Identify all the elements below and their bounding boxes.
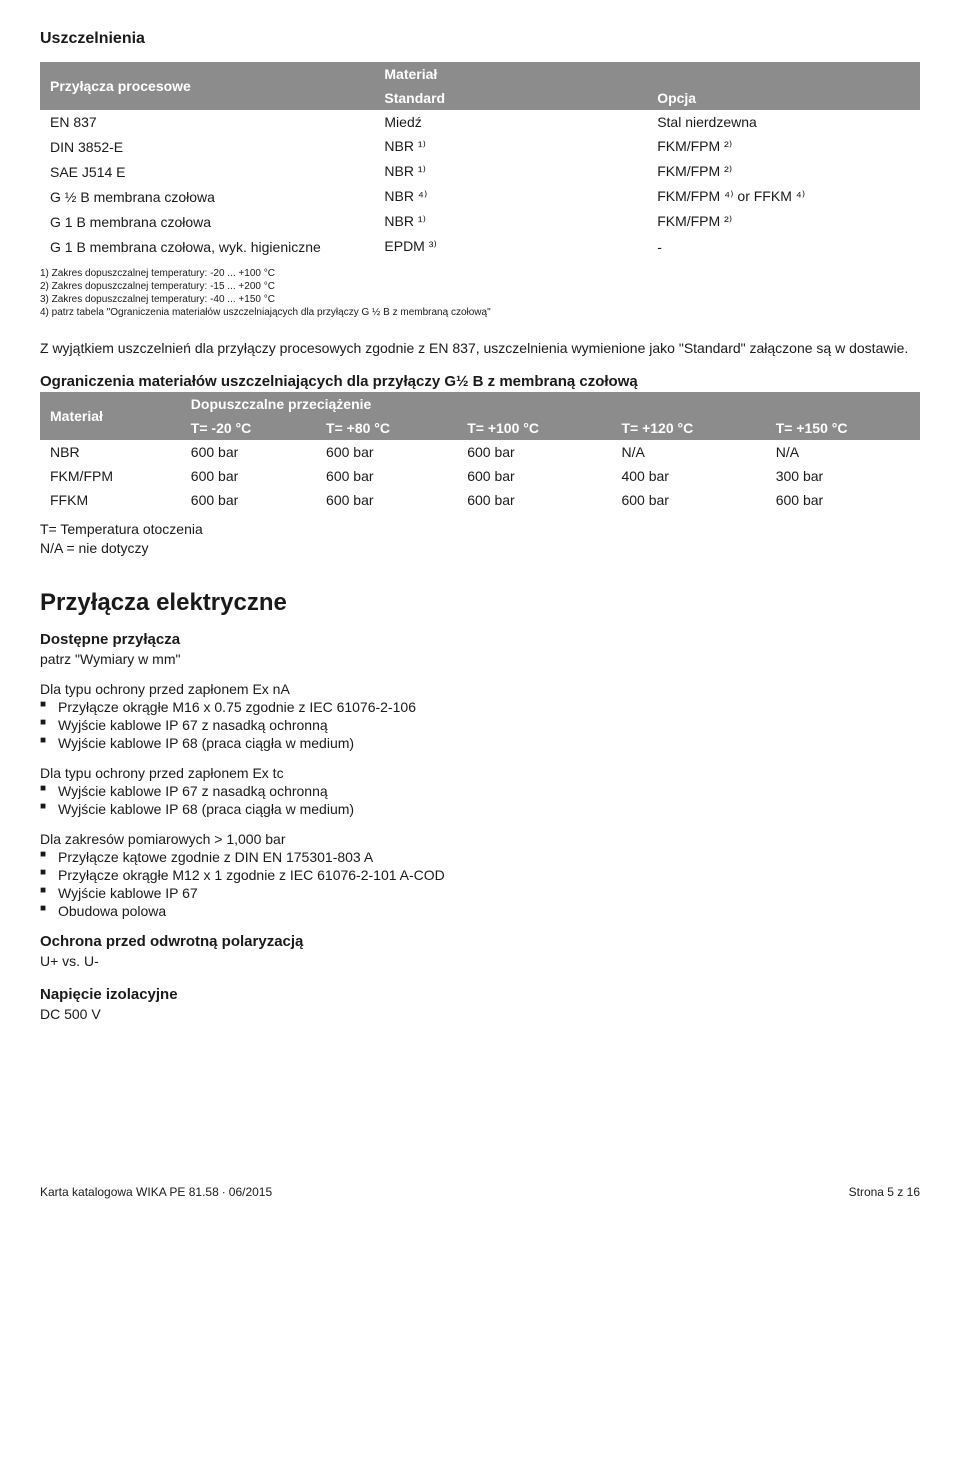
- list-item: Przyłącze kątowe zgodnie z DIN EN 175301…: [40, 849, 920, 865]
- footnote: 1) Zakres dopuszczalnej temperatury: -20…: [40, 267, 920, 280]
- legend-line: T= Temperatura otoczenia: [40, 520, 920, 540]
- cell: N/A: [766, 440, 920, 464]
- table-row: G 1 B membrana czołowaNBR ¹⁾FKM/FPM ²⁾: [40, 209, 920, 234]
- list-range: Przyłącze kątowe zgodnie z DIN EN 175301…: [40, 849, 920, 919]
- t2-col: T= +100 °C: [457, 416, 611, 440]
- footer-right: Strona 5 z 16: [849, 1185, 920, 1199]
- cell: NBR ⁴⁾: [374, 184, 647, 209]
- footer-left: Karta katalogowa WIKA PE 81.58 ∙ 06/2015: [40, 1185, 272, 1199]
- cell: 600 bar: [766, 488, 920, 512]
- cell: DIN 3852-E: [40, 134, 374, 159]
- list-item: Wyjście kablowe IP 67: [40, 885, 920, 901]
- cell: FKM/FPM ⁴⁾ or FFKM ⁴⁾: [647, 184, 920, 209]
- cell: FKM/FPM ²⁾: [647, 134, 920, 159]
- t1-h1: Przyłącza procesowe: [40, 62, 374, 110]
- cell: 600 bar: [316, 440, 457, 464]
- cell: 600 bar: [181, 440, 316, 464]
- list-item: Przyłącze okrągłe M16 x 0.75 zgodnie z I…: [40, 699, 920, 715]
- cell: G 1 B membrana czołowa: [40, 209, 374, 234]
- table-row: G 1 B membrana czołowa, wyk. higieniczne…: [40, 234, 920, 259]
- cell: FKM/FPM: [40, 464, 181, 488]
- table-row: FKM/FPM600 bar600 bar600 bar400 bar300 b…: [40, 464, 920, 488]
- cell: G ½ B membrana czołowa: [40, 184, 374, 209]
- group-label-extc: Dla typu ochrony przed zapłonem Ex tc: [40, 765, 920, 781]
- t1-sub1: Standard: [374, 86, 647, 110]
- limitations-table: Materiał Dopuszczalne przeciążenie T= -2…: [40, 392, 920, 512]
- list-item: Wyjście kablowe IP 67 z nasadką ochronną: [40, 717, 920, 733]
- cell: 600 bar: [457, 440, 611, 464]
- list-extc: Wyjście kablowe IP 67 z nasadką ochronną…: [40, 783, 920, 817]
- legend-line: N/A = nie dotyczy: [40, 539, 920, 559]
- cell: 300 bar: [766, 464, 920, 488]
- table-row: G ½ B membrana czołowaNBR ⁴⁾FKM/FPM ⁴⁾ o…: [40, 184, 920, 209]
- cell: NBR: [40, 440, 181, 464]
- table-row: DIN 3852-ENBR ¹⁾FKM/FPM ²⁾: [40, 134, 920, 159]
- cell: Stal nierdzewna: [647, 110, 920, 134]
- footnote: 2) Zakres dopuszczalnej temperatury: -15…: [40, 280, 920, 293]
- seals-title: Uszczelnienia: [40, 30, 920, 48]
- cell: NBR ¹⁾: [374, 134, 647, 159]
- cell: EN 837: [40, 110, 374, 134]
- insulation-sub: Napięcie izolacyjne: [40, 986, 920, 1003]
- process-connections-table: Przyłącza procesowe Materiał Standard Op…: [40, 62, 920, 259]
- list-exna: Przyłącze okrągłe M16 x 0.75 zgodnie z I…: [40, 699, 920, 751]
- list-item: Obudowa polowa: [40, 903, 920, 919]
- limitations-title: Ograniczenia materiałów uszczelniających…: [40, 373, 920, 390]
- t1-sub2: Opcja: [647, 86, 920, 110]
- insulation-line: DC 500 V: [40, 1005, 920, 1025]
- table-row: EN 837MiedźStal nierdzewna: [40, 110, 920, 134]
- list-item: Przyłącze okrągłe M12 x 1 zgodnie z IEC …: [40, 867, 920, 883]
- table-row: NBR600 bar600 bar600 barN/AN/A: [40, 440, 920, 464]
- cell: 600 bar: [457, 464, 611, 488]
- list-item: Wyjście kablowe IP 68 (praca ciągła w me…: [40, 801, 920, 817]
- footnote: 4) patrz tabela "Ograniczenia materiałów…: [40, 306, 920, 319]
- cell: N/A: [611, 440, 765, 464]
- reverse-polarity-line: U+ vs. U-: [40, 952, 920, 972]
- reverse-polarity-sub: Ochrona przed odwrotną polaryzacją: [40, 933, 920, 950]
- t2-h2: Dopuszczalne przeciążenie: [181, 392, 920, 416]
- paragraph: Z wyjątkiem uszczelnień dla przyłączy pr…: [40, 339, 920, 359]
- available-sub: Dostępne przyłącza: [40, 631, 920, 648]
- cell: 600 bar: [316, 464, 457, 488]
- cell: 600 bar: [611, 488, 765, 512]
- cell: 600 bar: [316, 488, 457, 512]
- cell: EPDM ³⁾: [374, 234, 647, 259]
- footnotes: 1) Zakres dopuszczalnej temperatury: -20…: [40, 267, 920, 319]
- t2-col: T= +80 °C: [316, 416, 457, 440]
- cell: FKM/FPM ²⁾: [647, 209, 920, 234]
- cell: FKM/FPM ²⁾: [647, 159, 920, 184]
- group-label-exna: Dla typu ochrony przed zapłonem Ex nA: [40, 681, 920, 697]
- footnote: 3) Zakres dopuszczalnej temperatury: -40…: [40, 293, 920, 306]
- cell: FFKM: [40, 488, 181, 512]
- electrical-title: Przyłącza elektryczne: [40, 589, 920, 617]
- cell: NBR ¹⁾: [374, 209, 647, 234]
- t2-h1: Materiał: [40, 392, 181, 440]
- cell: 600 bar: [181, 464, 316, 488]
- page-footer: Karta katalogowa WIKA PE 81.58 ∙ 06/2015…: [40, 1185, 920, 1199]
- cell: Miedź: [374, 110, 647, 134]
- t2-col: T= -20 °C: [181, 416, 316, 440]
- cell: NBR ¹⁾: [374, 159, 647, 184]
- available-line: patrz "Wymiary w mm": [40, 650, 920, 670]
- cell: -: [647, 234, 920, 259]
- table-row: FFKM600 bar600 bar600 bar600 bar600 bar: [40, 488, 920, 512]
- list-item: Wyjście kablowe IP 67 z nasadką ochronną: [40, 783, 920, 799]
- t2-col: T= +120 °C: [611, 416, 765, 440]
- cell: 600 bar: [457, 488, 611, 512]
- cell: 400 bar: [611, 464, 765, 488]
- t2-col: T= +150 °C: [766, 416, 920, 440]
- list-item: Wyjście kablowe IP 68 (praca ciągła w me…: [40, 735, 920, 751]
- legend: T= Temperatura otoczenia N/A = nie dotyc…: [40, 520, 920, 559]
- t1-h2: Materiał: [374, 62, 920, 86]
- group-label-range: Dla zakresów pomiarowych > 1,000 bar: [40, 831, 920, 847]
- cell: 600 bar: [181, 488, 316, 512]
- cell: G 1 B membrana czołowa, wyk. higieniczne: [40, 234, 374, 259]
- cell: SAE J514 E: [40, 159, 374, 184]
- table-row: SAE J514 ENBR ¹⁾FKM/FPM ²⁾: [40, 159, 920, 184]
